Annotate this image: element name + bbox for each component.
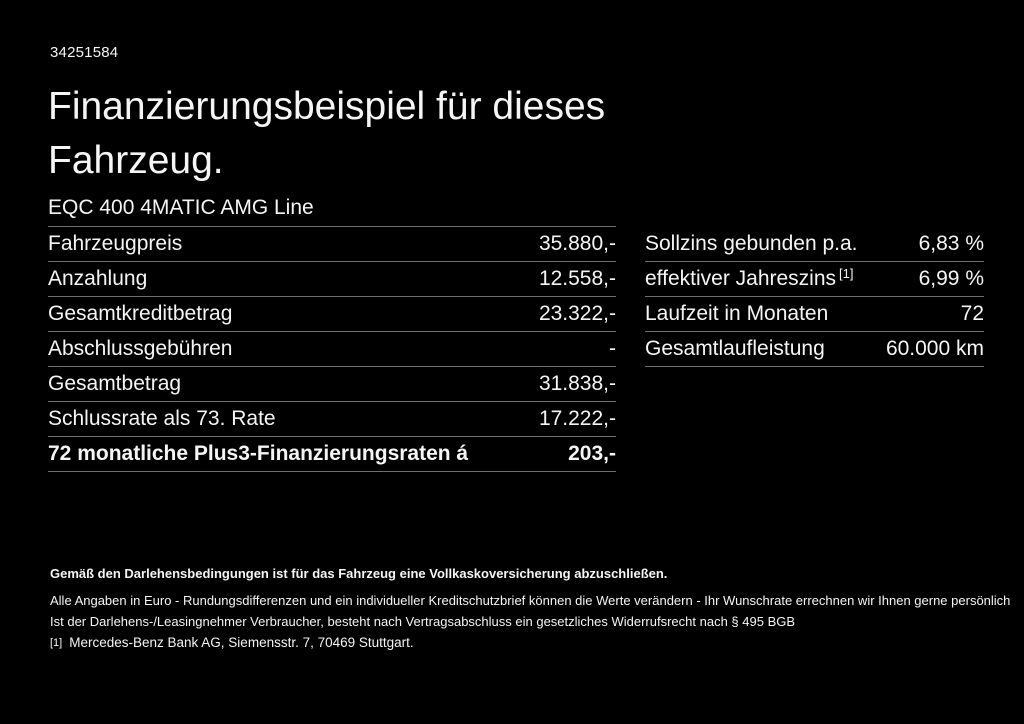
vehicle-name: EQC 400 4MATIC AMG Line <box>48 196 314 219</box>
table-row: Gesamtlaufleistung 60.000 km <box>645 332 984 367</box>
table-row: Fahrzeugpreis 35.880,- <box>48 227 616 262</box>
row-label: Fahrzeugpreis <box>48 232 183 255</box>
row-label: Laufzeit in Monaten <box>645 302 829 325</box>
table-row: Gesamtkreditbetrag 23.322,- <box>48 297 616 332</box>
row-label: Gesamtkreditbetrag <box>48 302 233 325</box>
row-label: Gesamtlaufleistung <box>645 337 825 360</box>
row-value: 23.322,- <box>538 302 616 325</box>
table-row: effektiver Jahreszins [1] 6,99 % <box>645 262 984 297</box>
row-value: 72 <box>960 302 984 325</box>
page-title-line-2: Fahrzeug. <box>48 139 224 182</box>
row-label: 72 monatliche Plus3-Finanzierungsraten á <box>48 442 469 465</box>
footnote-marker: [1] <box>50 637 63 649</box>
table-row: Gesamtbetrag 31.838,- <box>48 367 616 402</box>
table-row: Anzahlung 12.558,- <box>48 262 616 297</box>
row-value: 17.222,- <box>538 407 616 430</box>
table-row-monthly-rate: 72 monatliche Plus3-Finanzierungsraten á… <box>48 437 616 472</box>
row-value: - <box>609 337 616 360</box>
row-label: effektiver Jahreszins [1] <box>645 266 854 290</box>
row-value: 31.838,- <box>538 372 616 395</box>
table-row: Schlussrate als 73. Rate 17.222,- <box>48 402 616 437</box>
footnote-text: Mercedes-Benz Bank AG, Siemensstr. 7, 70… <box>69 635 414 650</box>
row-label: Gesamtbetrag <box>48 372 182 395</box>
conditions-table: Sollzins gebunden p.a. 6,83 % effektiver… <box>645 227 984 367</box>
row-value: 60.000 km <box>885 337 984 360</box>
page-title: Finanzierungsbeispiel für dieses Fahrzeu… <box>48 80 605 188</box>
disclaimer-line-2: Ist der Darlehens-/Leasingnehmer Verbrau… <box>50 614 796 629</box>
row-label: Anzahlung <box>48 267 148 290</box>
row-value: 203,- <box>568 442 616 465</box>
table-row: Abschlussgebühren - <box>48 332 616 367</box>
footnote-reference: [1] <box>839 266 854 281</box>
disclaimer-line-1: Alle Angaben in Euro - Rundungsdifferenz… <box>50 593 1011 608</box>
insurance-note: Gemäß den Darlehensbedingungen ist für d… <box>50 566 668 581</box>
footnote: [1] Mercedes-Benz Bank AG, Siemensstr. 7,… <box>50 635 414 650</box>
row-label: Abschlussgebühren <box>48 337 233 360</box>
footer-notes: Gemäß den Darlehensbedingungen ist für d… <box>50 566 1010 632</box>
vehicle-name-row: EQC 400 4MATIC AMG Line <box>48 196 616 227</box>
page-title-line-1: Finanzierungsbeispiel für dieses <box>48 85 606 128</box>
row-value: 6,83 % <box>918 232 984 255</box>
row-value: 35.880,- <box>538 232 616 255</box>
row-label: Schlussrate als 73. Rate <box>48 407 276 430</box>
table-row: Laufzeit in Monaten 72 <box>645 297 984 332</box>
row-value: 12.558,- <box>538 267 616 290</box>
table-row: Sollzins gebunden p.a. 6,83 % <box>645 227 984 262</box>
row-value: 6,99 % <box>918 267 984 290</box>
row-label: Sollzins gebunden p.a. <box>645 232 858 255</box>
finance-table: EQC 400 4MATIC AMG Line Fahrzeugpreis 35… <box>48 196 616 472</box>
reference-number: 34251584 <box>50 44 119 61</box>
